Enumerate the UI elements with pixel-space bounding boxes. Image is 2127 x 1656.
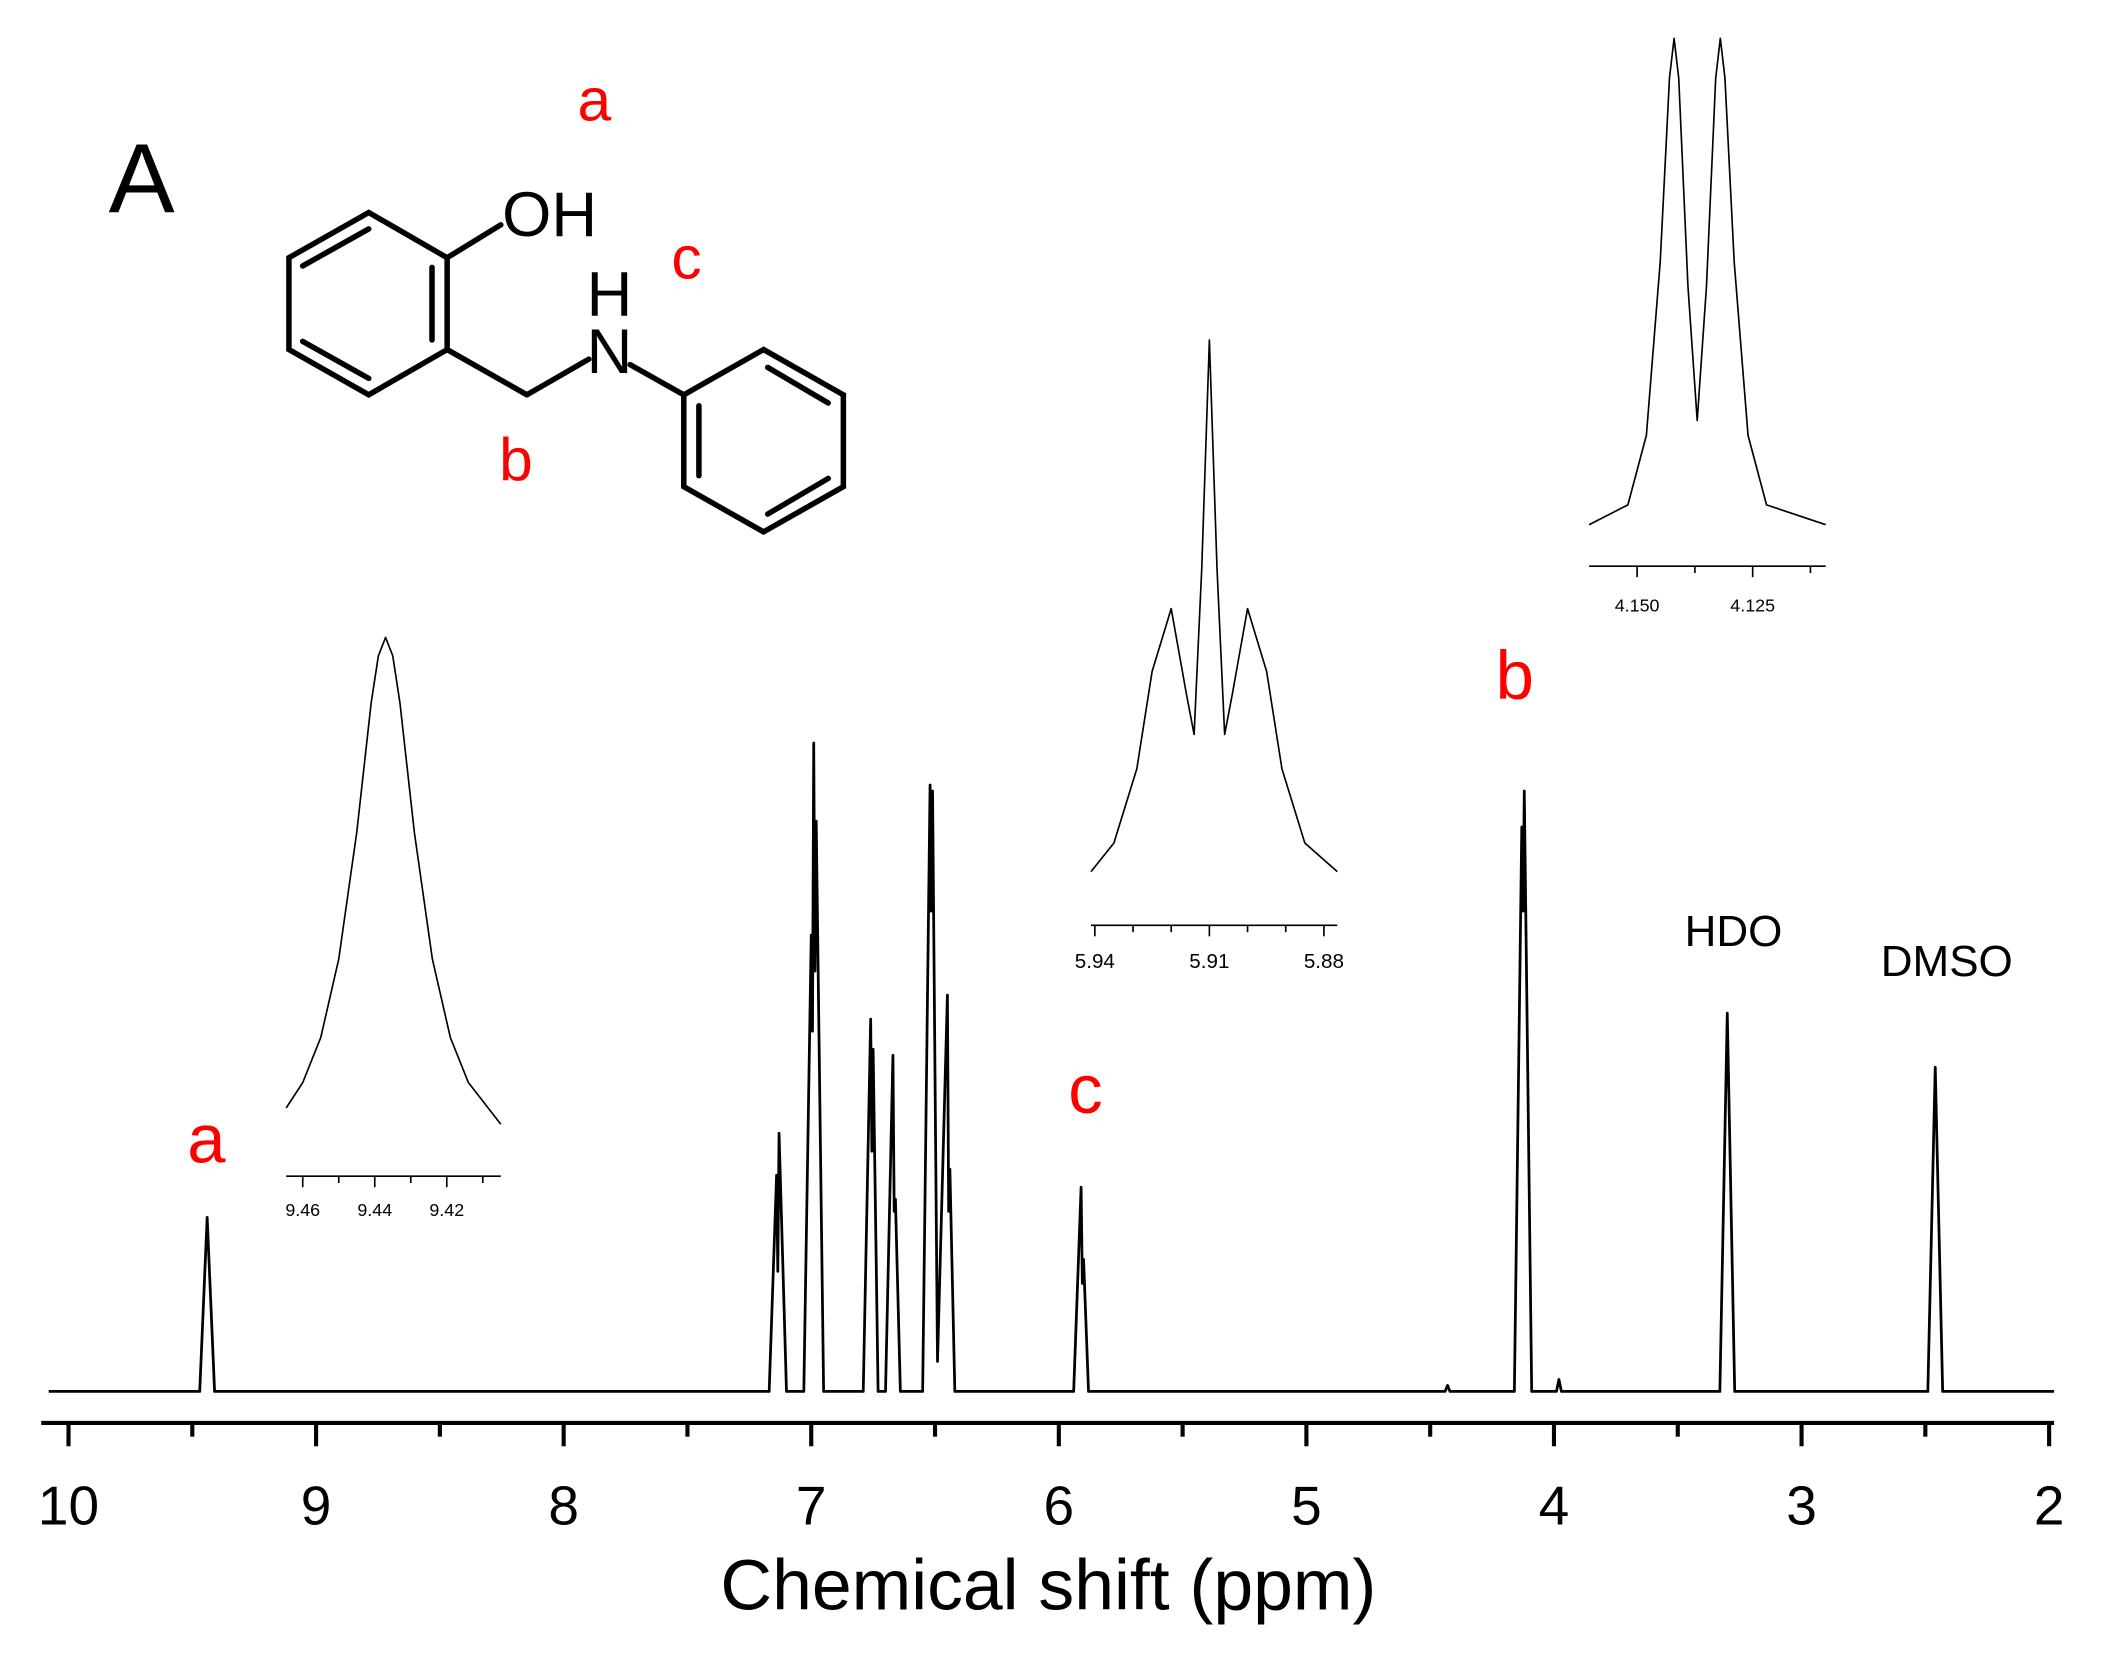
annotation: HDO — [1685, 907, 1783, 956]
annotation: c — [671, 223, 701, 291]
x-tick-label: 7 — [796, 1474, 827, 1536]
x-tick-label: 10 — [38, 1474, 99, 1536]
ring — [681, 346, 847, 536]
x-tick-label: 5.94 — [1075, 950, 1115, 973]
annotation: DMSO — [1881, 937, 2013, 986]
x-tick-label: 4.125 — [1730, 595, 1775, 615]
x-tick-label: 9 — [301, 1474, 332, 1536]
annotation: b — [499, 425, 533, 493]
annotation: b — [1496, 637, 1534, 714]
bond — [444, 346, 530, 398]
bond — [764, 364, 831, 406]
bond — [299, 338, 372, 382]
atom-label: N — [587, 317, 633, 387]
bond — [524, 356, 592, 398]
atom-label: H — [587, 259, 633, 329]
annotation: a — [187, 1101, 226, 1178]
x-tick-label: 5.88 — [1304, 950, 1344, 973]
bond — [627, 361, 687, 398]
x-tick-label: 6 — [1044, 1474, 1075, 1536]
panel-label: A — [109, 123, 175, 234]
x-axis-title: Chemical shift (ppm) — [720, 1546, 1376, 1626]
x-tick-label: 5.91 — [1189, 950, 1229, 973]
x-tick-label: 4.150 — [1615, 595, 1660, 615]
annotation: c — [1068, 1051, 1102, 1128]
x-tick-label: 9.44 — [357, 1200, 392, 1220]
spectrum-line — [1090, 339, 1338, 873]
molecule — [286, 209, 847, 536]
bond — [764, 475, 831, 517]
x-tick-label: 9.46 — [285, 1200, 320, 1220]
spectrum-line — [285, 636, 502, 1125]
x-tick-label: 9.42 — [429, 1200, 464, 1220]
bond — [444, 222, 504, 261]
x-tick-label: 2 — [2034, 1474, 2065, 1536]
spectrum-line — [48, 741, 2055, 1393]
x-tick-label: 3 — [1786, 1474, 1817, 1536]
x-tick-label: 5 — [1291, 1474, 1322, 1536]
x-tick-label: 8 — [548, 1474, 579, 1536]
bond — [299, 226, 372, 269]
x-tick-label: 4 — [1539, 1474, 1570, 1536]
ring — [286, 209, 450, 398]
atom-label: OH — [502, 180, 597, 250]
annotation: a — [578, 66, 612, 134]
spectrum-line — [1588, 37, 1826, 526]
